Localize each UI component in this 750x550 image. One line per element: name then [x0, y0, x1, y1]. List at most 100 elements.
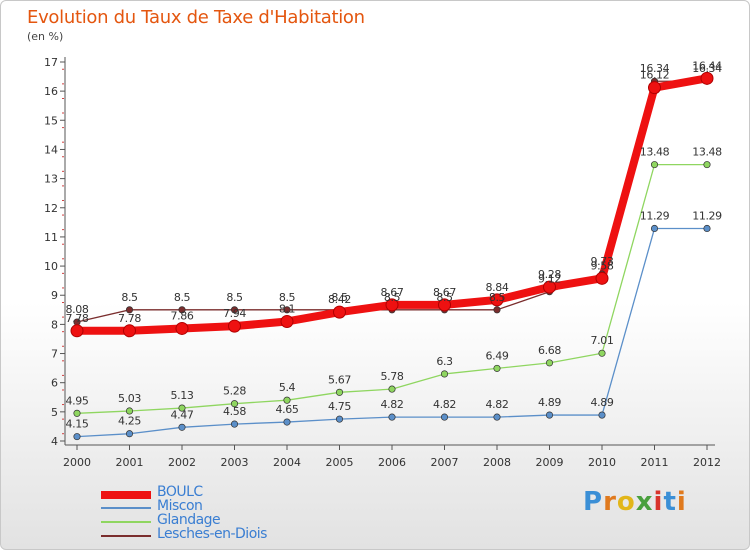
- data-label: 5.03: [118, 392, 141, 405]
- x-tick-label: 2009: [536, 456, 564, 469]
- data-point: [70, 324, 84, 338]
- data-label: 4.47: [171, 408, 194, 421]
- data-point: [438, 298, 451, 312]
- y-tick-label: 17: [44, 56, 58, 69]
- data-point: [125, 306, 134, 314]
- data-label: 5.67: [328, 373, 351, 386]
- data-label: 16.12: [640, 69, 670, 82]
- logo-letter: r: [603, 487, 617, 517]
- legend-label: BOULC: [157, 484, 203, 500]
- data-label: 8.5: [174, 291, 191, 304]
- data-label: 8.5: [384, 291, 401, 304]
- legend-swatch: [101, 521, 151, 523]
- x-tick-label: 2005: [326, 456, 354, 469]
- data-label: 8.5: [489, 291, 506, 304]
- data-label: 7.78: [66, 312, 89, 325]
- data-label: 4.65: [276, 403, 299, 416]
- data-label: 6.68: [538, 344, 561, 357]
- data-point: [230, 420, 239, 428]
- data-point: [545, 359, 554, 367]
- data-label: 5.13: [171, 389, 194, 402]
- x-tick-label: 2000: [63, 456, 91, 469]
- data-label: 4.82: [486, 398, 509, 411]
- data-point: [490, 293, 504, 307]
- data-point: [230, 306, 239, 314]
- data-label: 9.12: [538, 273, 561, 286]
- logo-letter: o: [616, 487, 636, 517]
- data-point: [283, 306, 291, 314]
- logo-letter: x: [635, 487, 654, 517]
- data-point: [335, 388, 344, 396]
- x-tick-label: 2004: [273, 456, 301, 469]
- data-label: 4.75: [328, 400, 351, 413]
- data-point: [493, 364, 501, 372]
- logo-letter: P: [583, 487, 604, 517]
- y-tick-label: 16: [44, 85, 58, 98]
- legend-swatch: [101, 491, 151, 499]
- data-label: 9.73: [591, 255, 614, 268]
- y-tick-label: 15: [44, 114, 58, 127]
- data-label: 4.82: [433, 398, 456, 411]
- y-tick-label: 10: [44, 260, 58, 273]
- data-point: [73, 409, 81, 417]
- proxiti-logo: Proxiti: [583, 487, 687, 517]
- logo-letter: i: [676, 487, 687, 517]
- x-tick-label: 2010: [588, 456, 616, 469]
- y-tick-label: 7: [51, 348, 58, 361]
- data-point: [230, 400, 239, 408]
- data-label: 8.5: [226, 291, 243, 304]
- data-labels: 7.78 7.78 7.86 7.94 8.18.428.67 8.67 8.849.289…: [66, 59, 723, 430]
- data-label: 4.89: [591, 396, 614, 409]
- legend-swatch: [101, 507, 151, 509]
- data-point: [545, 411, 554, 419]
- data-point: [493, 413, 501, 421]
- data-label: 11.29: [692, 209, 722, 222]
- data-point: [493, 306, 501, 314]
- y-tick-label: 4: [51, 435, 58, 448]
- data-point: [175, 321, 189, 335]
- axes: 4 5 6 7 8 9 10 11 12 13 14 15 16 17 2000 2001 2002 2003 20…: [44, 56, 721, 469]
- y-tick-label: 8: [51, 318, 58, 331]
- logo-letter: i: [653, 487, 664, 517]
- x-tick-label: 2011: [641, 456, 669, 469]
- legend-label: Miscon: [157, 498, 203, 514]
- data-label: 5.78: [381, 370, 404, 383]
- data-label: 7.94: [223, 307, 246, 320]
- data-label: 8.5: [279, 291, 296, 304]
- data-label: 8.5: [121, 291, 138, 304]
- data-label: 4.58: [223, 405, 246, 418]
- data-point: [700, 71, 714, 85]
- x-tick-label: 2006: [378, 456, 406, 469]
- data-label: 8.08: [66, 303, 89, 316]
- x-tick-label: 2003: [221, 456, 249, 469]
- data-point: [73, 433, 81, 441]
- data-point: [178, 306, 186, 314]
- data-point: [703, 161, 711, 169]
- data-label: 8.1: [279, 302, 295, 315]
- data-point: [598, 349, 606, 357]
- data-label: 6.49: [486, 349, 509, 362]
- legend-swatch: [101, 535, 151, 537]
- chart-title: Evolution du Taux de Taxe d'Habitation: [27, 7, 365, 28]
- data-label: 16.44: [692, 59, 722, 72]
- data-label: 16.34: [692, 62, 722, 75]
- data-label: 16.34: [640, 62, 670, 75]
- data-label: 8.5: [331, 291, 348, 304]
- data-label: 8.84: [486, 281, 509, 294]
- data-label: 8.67: [433, 286, 456, 299]
- data-label: 5.28: [223, 385, 246, 398]
- data-label: 5.4: [279, 381, 296, 394]
- data-point: [648, 81, 661, 95]
- data-point: [385, 298, 399, 312]
- y-tick-label: 6: [51, 377, 58, 390]
- data-point: [598, 411, 606, 419]
- y-tick-label: 12: [44, 202, 58, 215]
- data-point: [283, 396, 291, 404]
- data-label: 11.29: [640, 209, 670, 222]
- data-label: 13.48: [692, 146, 722, 159]
- data-label: 4.95: [66, 394, 89, 407]
- data-label: 4.25: [118, 415, 141, 428]
- data-point: [388, 385, 396, 393]
- data-label: 4.15: [66, 418, 89, 431]
